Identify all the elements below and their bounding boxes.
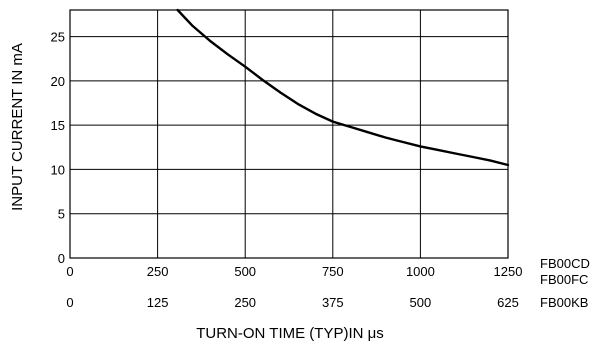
- x-tick-label: 0: [66, 295, 73, 310]
- x-axis-part-label: FB00FC: [540, 272, 588, 287]
- grid: [69, 9, 509, 259]
- x-tick-label: 250: [147, 264, 169, 279]
- y-axis-title: INPUT CURRENT IN mA: [9, 43, 26, 211]
- series-line: [176, 8, 510, 167]
- x-tick-labels: 0 250 500 750 1000 1250 0 125 250 375 500 625: [66, 264, 522, 310]
- plot-frame: [69, 9, 509, 259]
- x-tick-label: 500: [234, 264, 256, 279]
- curve-layer: [176, 8, 510, 167]
- x-tick-label: 125: [147, 295, 169, 310]
- y-tick-label: 10: [51, 162, 65, 177]
- x-axis-title: TURN-ON TIME (TYP)IN μs: [196, 325, 384, 342]
- x-tick-label: 250: [234, 295, 256, 310]
- x-tick-label: 1000: [406, 264, 435, 279]
- x-tick-label: 750: [322, 264, 344, 279]
- x-tick-label: 500: [410, 295, 432, 310]
- x-axis-part-label: FB00KB: [540, 295, 588, 310]
- y-tick-label: 0: [58, 251, 65, 266]
- x-tick-label: 1250: [494, 264, 523, 279]
- y-tick-label: 5: [58, 207, 65, 222]
- x-axis-part-label: FB00CD: [540, 256, 590, 271]
- y-tick-label: 25: [51, 30, 65, 45]
- x-tick-label: 375: [322, 295, 344, 310]
- x-tick-label: 0: [66, 264, 73, 279]
- y-tick-label: 15: [51, 118, 65, 133]
- y-tick-labels: 0 5 10 15 20 25: [51, 30, 65, 266]
- y-tick-label: 20: [51, 74, 65, 89]
- x-tick-label: 625: [497, 295, 519, 310]
